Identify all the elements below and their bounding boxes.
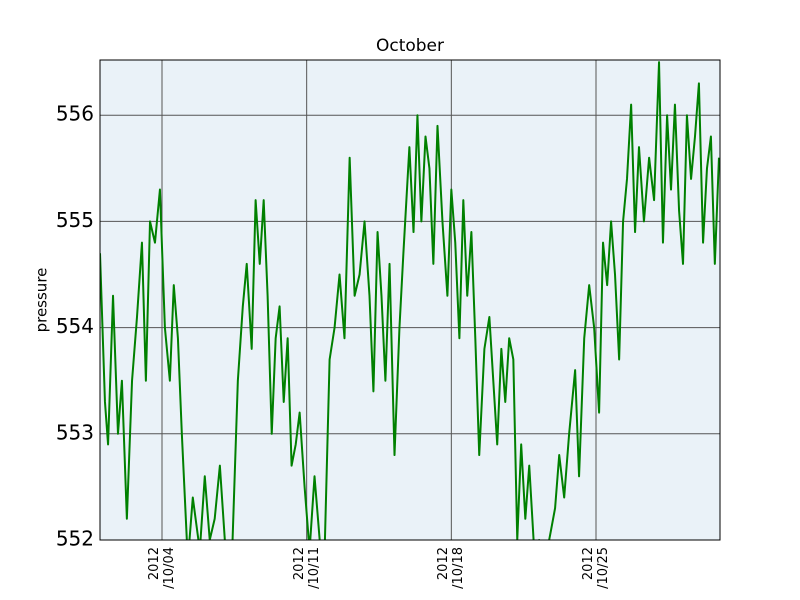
grid [100,60,720,541]
tick-labels: 552 553 554 555 556 [56,102,94,551]
x-tick-label: 2012 /10/25 [581,547,611,589]
plot-area [100,60,720,540]
y-tick-label: 555 [56,208,94,232]
y-tick-label: 556 [56,102,94,126]
chart-title: October [376,36,444,56]
x-tick-label: 2012 /10/11 [291,547,322,589]
y-axis-label: pressure [33,268,51,333]
plot-frame [99,59,721,541]
y-tick-label: 554 [56,314,94,338]
series-layer [100,61,720,540]
y-tick-label: 552 [56,527,94,551]
y-tick-label: 553 [56,420,94,444]
x-tick-label: 2012 /10/18 [436,547,467,589]
x-tick-label: 2012 /10/04 [147,547,177,589]
series-line [100,61,720,540]
